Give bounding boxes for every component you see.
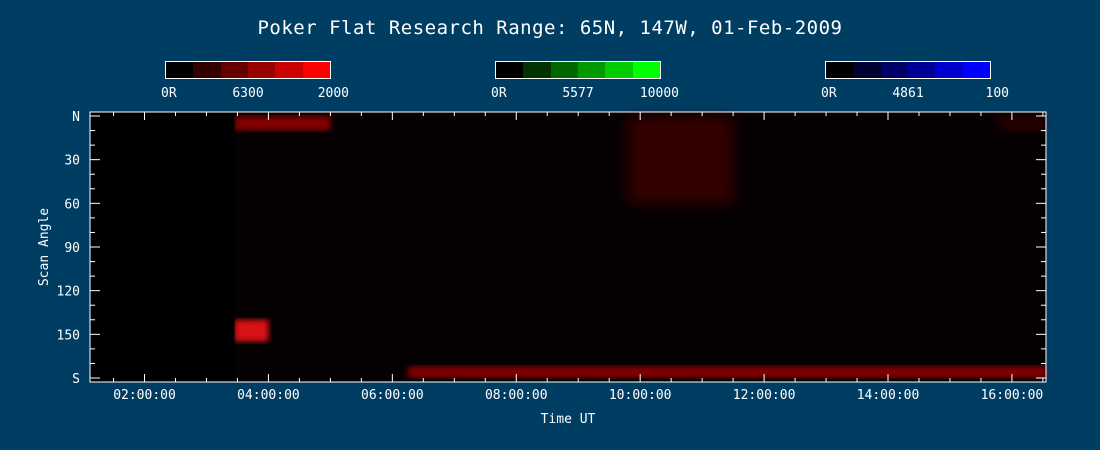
aurora-feature-6300 bbox=[999, 116, 1046, 131]
colorbar-swatch bbox=[935, 62, 963, 78]
axes: 02:00:00 04:00:00 06:00:00 08:00:00 10:00:00… bbox=[57, 110, 1046, 403]
colorbar-tick-label: 2000 bbox=[317, 86, 349, 101]
colorbar-swatch bbox=[523, 62, 551, 78]
colorbar-tick-label: 4861 bbox=[892, 86, 924, 101]
aurora-feature-6300 bbox=[407, 366, 1046, 378]
colorbar-swatch bbox=[632, 62, 660, 78]
x-tick-label: 04:00:00 bbox=[237, 388, 300, 403]
x-tick-label: 10:00:00 bbox=[609, 388, 672, 403]
colorbar-tick-label: 6300 bbox=[232, 86, 264, 101]
colorbar-swatch bbox=[853, 62, 881, 78]
colorbar-swatch bbox=[193, 62, 221, 78]
colorbar-swatch bbox=[907, 62, 936, 78]
colorbar-swatch bbox=[880, 62, 908, 78]
colorbar-tick-label: 10000 bbox=[639, 86, 679, 101]
colorbar-tick-label: 0R bbox=[161, 86, 177, 101]
colorbar-swatch bbox=[275, 62, 303, 78]
colorbar-4861 bbox=[825, 61, 991, 79]
aurora-feature-6300 bbox=[627, 116, 734, 204]
colorbar-tick-label: 0R bbox=[491, 86, 507, 101]
x-tick-label: 14:00:00 bbox=[857, 388, 920, 403]
colorbar-swatch bbox=[605, 62, 633, 78]
aurora-feature-6300 bbox=[234, 319, 269, 342]
y-tick-label: S bbox=[72, 372, 80, 387]
colorbar-swatch bbox=[166, 62, 194, 78]
colorbar-swatch bbox=[247, 62, 276, 78]
colorbar-tick-label: 5577 bbox=[562, 86, 594, 101]
y-tick-label: 150 bbox=[57, 328, 80, 343]
colorbar-swatch bbox=[577, 62, 606, 78]
x-tick-label: 06:00:00 bbox=[361, 388, 424, 403]
colorbar-swatch bbox=[496, 62, 524, 78]
x-axis-label: Time UT bbox=[541, 412, 596, 427]
x-tick-label: 02:00:00 bbox=[113, 388, 176, 403]
colorbar-tick-label: 0R bbox=[821, 86, 837, 101]
colorbar-swatch bbox=[220, 62, 248, 78]
aurora-feature-6300 bbox=[234, 116, 331, 131]
x-tick-label: 08:00:00 bbox=[485, 388, 548, 403]
y-tick-label: N bbox=[72, 110, 80, 125]
colorbar-swatch bbox=[302, 62, 330, 78]
chart-title: Poker Flat Research Range: 65N, 147W, 01… bbox=[257, 17, 843, 39]
aurora-features bbox=[91, 113, 1046, 381]
colorbar-swatch bbox=[826, 62, 854, 78]
no-data-region bbox=[91, 113, 235, 381]
colorbar-tick-label: 100 bbox=[985, 86, 1009, 101]
y-axis-label: Scan Angle bbox=[37, 208, 52, 286]
colorbar-6300 bbox=[165, 61, 331, 79]
x-tick-label: 16:00:00 bbox=[981, 388, 1044, 403]
colorbar-swatch bbox=[550, 62, 578, 78]
colorbar-5577 bbox=[495, 61, 661, 79]
colorbar-swatch bbox=[962, 62, 990, 78]
y-tick-label: 30 bbox=[64, 154, 80, 169]
x-tick-label: 12:00:00 bbox=[733, 388, 796, 403]
y-tick-label: 90 bbox=[64, 241, 80, 256]
y-tick-label: 120 bbox=[57, 285, 80, 300]
y-tick-label: 60 bbox=[64, 197, 80, 212]
